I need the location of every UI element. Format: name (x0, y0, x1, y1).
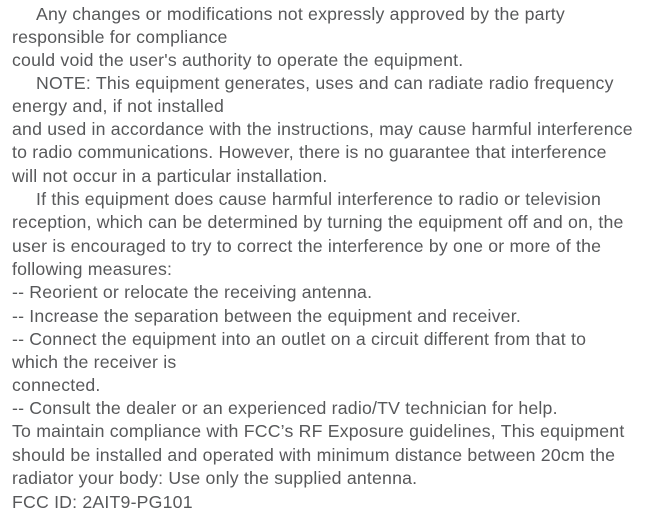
list-item-continuation: connected. (12, 374, 636, 397)
list-item: -- Connect the equipment into an outlet … (12, 328, 636, 375)
fcc-id-line: FCC ID: 2AIT9-PG101 (12, 491, 636, 514)
list-item: -- Reorient or relocate the receiving an… (12, 281, 636, 304)
paragraph: could void the user's authority to opera… (12, 49, 636, 72)
document-page: Any changes or modifications not express… (0, 0, 648, 514)
paragraph: NOTE: This equipment generates, uses and… (12, 72, 636, 119)
paragraph: To maintain compliance with FCC’s RF Exp… (12, 420, 636, 490)
paragraph: If this equipment does cause harmful int… (12, 188, 636, 281)
list-item: -- Increase the separation between the e… (12, 305, 636, 328)
paragraph: and used in accordance with the instruct… (12, 118, 636, 188)
list-item: -- Consult the dealer or an experienced … (12, 397, 636, 420)
paragraph: Any changes or modifications not express… (12, 3, 636, 50)
